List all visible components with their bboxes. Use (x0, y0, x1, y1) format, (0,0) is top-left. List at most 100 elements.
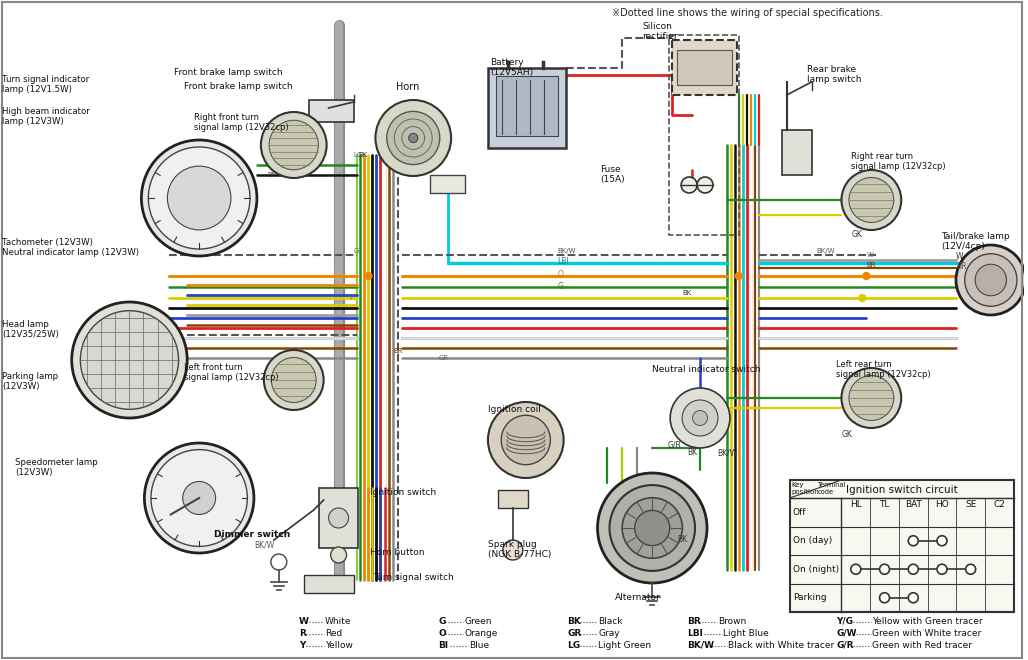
Bar (498, 490, 527, 508)
Text: Orange: Orange (464, 629, 498, 638)
Text: Fuse
(15A): Fuse (15A) (600, 165, 625, 184)
Circle shape (849, 376, 893, 420)
Circle shape (597, 473, 707, 583)
Text: O: O (438, 629, 446, 638)
Circle shape (72, 302, 187, 418)
Text: Black: Black (598, 617, 623, 626)
Text: Silicon
rectifier: Silicon rectifier (642, 22, 677, 42)
Circle shape (622, 498, 683, 558)
Text: Green with Red tracer: Green with Red tracer (873, 641, 972, 650)
Bar (672, 40, 737, 95)
Text: Front brake lamp switch: Front brake lamp switch (175, 68, 283, 77)
Text: Front brake lamp switch: Front brake lamp switch (184, 82, 293, 91)
Text: Ignition switch circuit: Ignition switch circuit (846, 485, 958, 495)
Text: G/R: G/R (667, 440, 682, 449)
Text: Parking: Parking (793, 593, 827, 602)
Circle shape (937, 564, 947, 574)
Circle shape (264, 350, 324, 410)
Text: Gray: Gray (598, 629, 620, 638)
Bar (488, 68, 565, 148)
Text: G: G (354, 248, 359, 254)
Circle shape (880, 593, 889, 603)
Text: R: R (299, 629, 305, 638)
Text: BK: BK (687, 448, 697, 457)
Text: Y: Y (299, 641, 305, 650)
Text: Rear brake
lamp switch: Rear brake lamp switch (807, 65, 861, 84)
Circle shape (735, 273, 742, 279)
Text: BK: BK (677, 535, 688, 544)
Bar (781, 130, 811, 175)
Circle shape (144, 443, 254, 553)
Text: Alternator: Alternator (616, 593, 661, 602)
Circle shape (682, 177, 697, 193)
Circle shape (183, 482, 216, 515)
Text: Y/G: Y/G (837, 617, 853, 626)
Circle shape (503, 540, 523, 560)
Circle shape (909, 564, 918, 574)
Text: LBl: LBl (687, 629, 703, 638)
Text: Light Green: Light Green (598, 641, 652, 650)
Text: Left front turn
signal lamp (12V32cp): Left front turn signal lamp (12V32cp) (184, 363, 279, 382)
Text: BR: BR (956, 262, 966, 271)
Text: GR: GR (567, 629, 582, 638)
Circle shape (634, 510, 670, 546)
Bar (319, 488, 359, 548)
Circle shape (956, 245, 1026, 315)
Text: O: O (557, 270, 563, 279)
Circle shape (693, 411, 707, 426)
Text: Brown: Brown (718, 617, 746, 626)
Circle shape (80, 311, 179, 409)
Text: Light Blue: Light Blue (723, 629, 769, 638)
Text: Horn: Horn (397, 82, 419, 92)
Text: Ignition coil: Ignition coil (488, 405, 541, 414)
Text: Parking lamp
(12V3W): Parking lamp (12V3W) (2, 372, 59, 391)
Text: GR: GR (438, 355, 448, 361)
Text: LBl: LBl (557, 257, 570, 266)
Text: BK: BK (267, 172, 277, 178)
Text: Horn button: Horn button (370, 548, 425, 557)
Circle shape (270, 554, 287, 570)
Text: BAT: BAT (905, 500, 922, 509)
Circle shape (670, 388, 730, 448)
Bar (495, 76, 557, 136)
Circle shape (329, 508, 348, 528)
Text: LG: LG (567, 641, 581, 650)
Text: On (night): On (night) (793, 565, 839, 574)
Text: Dimmer switch: Dimmer switch (214, 530, 290, 539)
Text: BR: BR (867, 262, 876, 268)
Text: Turn signal indicator
lamp (12V1.5W): Turn signal indicator lamp (12V1.5W) (2, 75, 89, 94)
Text: GK: GK (851, 230, 862, 239)
Text: BK/W: BK/W (687, 641, 714, 650)
Circle shape (858, 294, 866, 302)
Text: Left rear turn
signal lamp (12V32cp): Left rear turn signal lamp (12V32cp) (837, 360, 931, 380)
Circle shape (964, 253, 1017, 306)
Text: Tachometer (12V3W)
Neutral indicator lamp (12V3W): Tachometer (12V3W) Neutral indicator lam… (2, 238, 139, 257)
Circle shape (909, 593, 918, 603)
Text: TL: TL (879, 500, 889, 509)
Circle shape (148, 147, 250, 249)
Text: BK: BK (359, 152, 368, 158)
Text: Blue: Blue (469, 641, 489, 650)
Text: Red: Red (325, 629, 342, 638)
Bar (308, 100, 354, 122)
Text: SE: SE (965, 500, 977, 509)
Text: Battery
(12V5AH): Battery (12V5AH) (490, 58, 534, 77)
Text: Bl: Bl (438, 641, 448, 650)
Text: C2: C2 (993, 500, 1005, 509)
Circle shape (365, 273, 372, 279)
Text: Tail/brake lamp
(12V/4cp): Tail/brake lamp (12V/4cp) (941, 232, 1009, 251)
Circle shape (842, 170, 902, 230)
Text: BK: BK (567, 617, 582, 626)
Circle shape (269, 120, 319, 170)
Text: G: G (438, 617, 445, 626)
Text: W: W (299, 617, 308, 626)
Text: LG: LG (354, 152, 363, 158)
Circle shape (151, 449, 248, 546)
Circle shape (387, 112, 440, 164)
Text: Speedometer lamp
(12V3W): Speedometer lamp (12V3W) (15, 458, 98, 477)
Text: BK/W: BK/W (717, 448, 737, 457)
Text: Right rear turn
signal lamp (12V32cp): Right rear turn signal lamp (12V32cp) (851, 152, 946, 172)
Circle shape (851, 564, 860, 574)
Circle shape (937, 536, 947, 546)
Text: Ignition switch: Ignition switch (370, 488, 437, 497)
